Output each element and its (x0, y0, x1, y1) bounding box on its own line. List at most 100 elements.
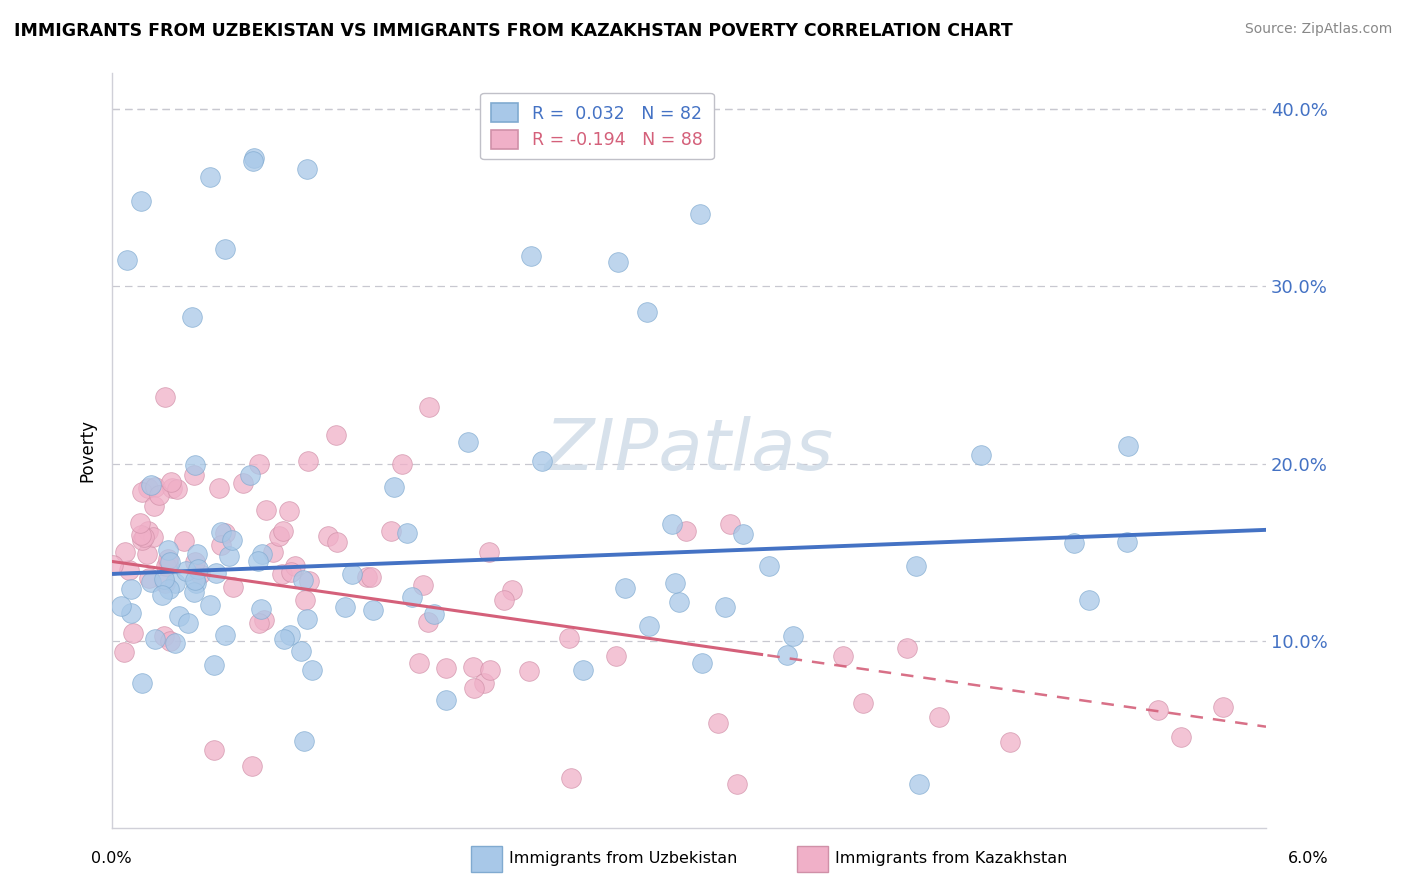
Point (181, 310, 204, 324)
Point (361, 603, 384, 617)
Point (162, 481, 184, 495)
Point (188, 567, 211, 582)
Text: Immigrants from Uzbekistan: Immigrants from Uzbekistan (509, 851, 737, 865)
Point (163, 636, 186, 650)
Point (457, 434, 479, 449)
Point (832, 648, 855, 663)
Point (200, 598, 222, 612)
Point (896, 640, 918, 655)
Point (1116, 534, 1139, 549)
Point (131, 484, 153, 499)
Point (280, 565, 302, 579)
Point (155, 575, 177, 590)
Point (184, 458, 207, 473)
Point (520, 248, 543, 262)
Point (477, 545, 499, 559)
Point (928, 710, 950, 724)
Point (152, 588, 174, 602)
Point (292, 573, 315, 587)
Point (636, 305, 658, 319)
Point (142, 499, 165, 513)
Point (138, 571, 160, 585)
Point (153, 629, 176, 643)
Point (675, 524, 697, 538)
Point (131, 676, 153, 690)
Point (284, 558, 307, 573)
Point (301, 663, 323, 677)
Point (214, 243, 236, 257)
Point (256, 503, 278, 517)
Point (202, 658, 225, 673)
Point (139, 574, 162, 589)
Point (269, 529, 291, 543)
Point (273, 632, 295, 647)
Point (184, 573, 207, 587)
Point (232, 476, 254, 491)
Point (461, 660, 484, 674)
Point (278, 628, 301, 642)
Point (120, 606, 142, 620)
Point (120, 582, 142, 597)
Point (214, 628, 236, 642)
Point (239, 467, 262, 482)
Point (776, 648, 799, 662)
Point (247, 457, 270, 471)
Point (1147, 703, 1170, 717)
Point (136, 481, 159, 495)
Point (131, 528, 153, 542)
Point (614, 581, 637, 595)
Point (143, 632, 166, 646)
Point (418, 400, 440, 414)
Point (905, 558, 928, 573)
Point (262, 544, 284, 558)
Point (606, 255, 628, 269)
Point (294, 593, 316, 607)
Point (176, 565, 198, 579)
Point (183, 585, 205, 599)
Point (183, 467, 205, 482)
Point (221, 533, 243, 547)
Point (295, 162, 318, 177)
Text: Immigrants from Kazakhstan: Immigrants from Kazakhstan (835, 851, 1067, 865)
Point (143, 480, 166, 494)
Point (782, 629, 804, 643)
Point (1212, 699, 1234, 714)
Point (664, 575, 686, 590)
Point (208, 481, 231, 495)
Point (184, 555, 207, 569)
Point (187, 562, 209, 576)
Point (131, 533, 153, 547)
Point (356, 570, 378, 584)
Point (159, 634, 181, 648)
Point (198, 170, 221, 185)
Point (408, 657, 430, 671)
Point (221, 580, 243, 594)
Point (115, 252, 138, 267)
Point (297, 453, 319, 467)
Point (463, 681, 485, 696)
Point (494, 593, 516, 607)
Point (725, 776, 748, 790)
Point (382, 480, 405, 494)
Point (160, 475, 183, 489)
Point (391, 458, 413, 472)
Point (690, 657, 713, 671)
Point (479, 664, 502, 678)
Point (423, 607, 446, 622)
Point (240, 759, 263, 773)
Point (707, 715, 730, 730)
Text: IMMIGRANTS FROM UZBEKISTAN VS IMMIGRANTS FROM KAZAKHSTAN POVERTY CORRELATION CHA: IMMIGRANTS FROM UZBEKISTAN VS IMMIGRANTS… (14, 22, 1012, 40)
Point (173, 533, 195, 548)
Point (501, 583, 523, 598)
Text: Source: ZipAtlas.com: Source: ZipAtlas.com (1244, 22, 1392, 37)
Point (661, 516, 683, 531)
Point (637, 619, 659, 633)
Point (326, 534, 349, 549)
Point (246, 554, 269, 568)
Point (360, 569, 382, 583)
Point (605, 649, 627, 664)
Point (557, 631, 579, 645)
Point (292, 734, 315, 748)
Point (132, 530, 155, 544)
Point (333, 600, 356, 615)
